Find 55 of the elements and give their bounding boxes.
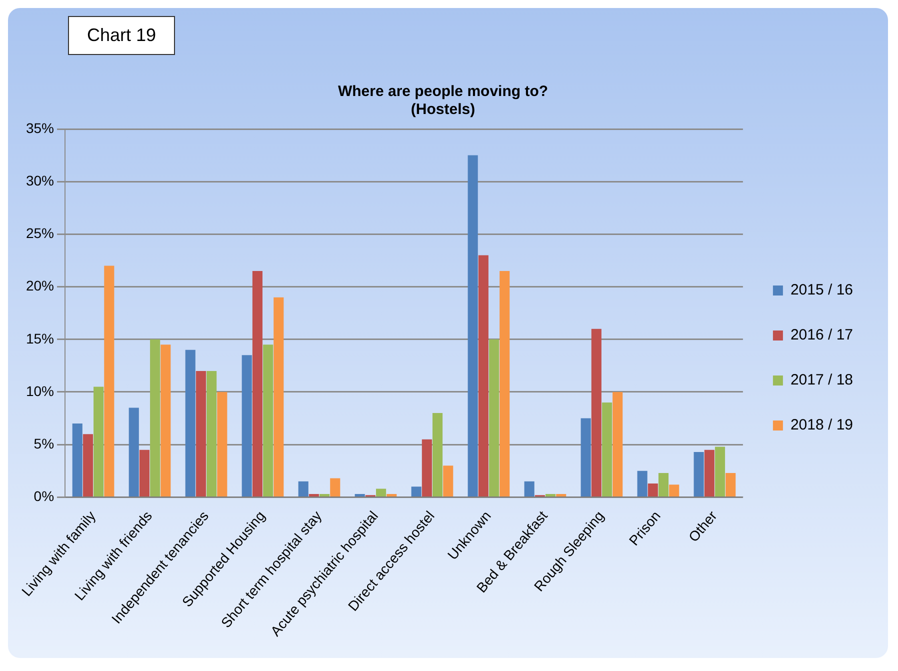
- bar: [443, 466, 454, 496]
- bar: [411, 486, 422, 496]
- bar: [714, 446, 726, 496]
- bar: [612, 392, 623, 496]
- bar: [432, 413, 443, 496]
- bar: [726, 473, 736, 496]
- bar: [694, 452, 704, 496]
- bar: [500, 271, 510, 496]
- bar: [263, 344, 274, 496]
- bar: [478, 255, 488, 496]
- bar: [150, 339, 160, 496]
- y-tick-label: 35%: [26, 120, 54, 136]
- legend-label: 2015 / 16: [790, 282, 854, 299]
- bar: [580, 418, 591, 496]
- bar: [602, 402, 612, 496]
- legend-label: 2017 / 18: [790, 372, 854, 389]
- bar: [591, 328, 602, 496]
- bar: [160, 344, 171, 496]
- bar: [376, 488, 386, 496]
- bar: [104, 266, 114, 496]
- legend-label: 2016 / 17: [790, 326, 854, 344]
- bar: [252, 271, 262, 496]
- y-tick-label: 15%: [26, 330, 54, 346]
- bar: [468, 155, 478, 496]
- y-tick-label: 20%: [26, 278, 54, 294]
- bar: [94, 386, 104, 496]
- bar: [488, 339, 500, 496]
- bar: [185, 350, 196, 496]
- bar: [217, 392, 228, 496]
- legend-label: 2018 / 19: [790, 416, 854, 434]
- bar: [206, 370, 217, 496]
- bar: [330, 478, 340, 496]
- bar: [128, 408, 139, 496]
- y-tick-label: 0%: [34, 488, 54, 504]
- text: (Hostels): [410, 101, 476, 118]
- bar: [637, 470, 648, 496]
- y-tick-label: 10%: [26, 382, 54, 399]
- bar: [524, 481, 534, 496]
- bar: [139, 450, 150, 496]
- text: Where are people moving to?: [338, 83, 548, 100]
- bar: [648, 484, 658, 496]
- caption: Chart 19: [87, 25, 156, 45]
- bar: [196, 370, 206, 496]
- bar: [242, 355, 252, 496]
- bar: [704, 450, 714, 496]
- bar: [82, 434, 94, 496]
- bar: [669, 484, 680, 496]
- bar: [274, 297, 284, 496]
- bar: [658, 473, 669, 496]
- bar: [72, 424, 82, 496]
- y-tick-label: 5%: [34, 435, 54, 452]
- bar: [298, 481, 308, 496]
- y-tick-label: 25%: [26, 225, 54, 242]
- y-tick-label: 30%: [26, 172, 54, 188]
- bar: [422, 439, 432, 496]
